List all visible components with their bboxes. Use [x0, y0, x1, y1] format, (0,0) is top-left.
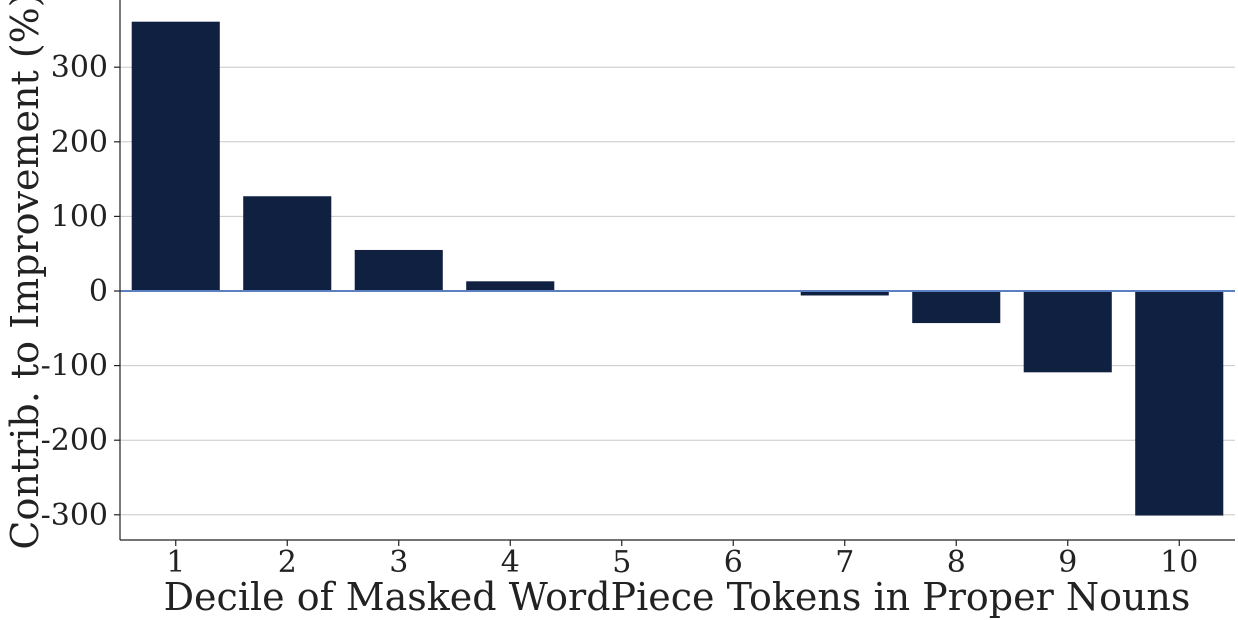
y-tick-label: 0	[89, 274, 108, 309]
y-axis-title: Contrib. to Improvement (%)	[3, 0, 47, 550]
y-ticks: 300 200 100 0 -100 -200 -300	[41, 50, 120, 533]
bar	[243, 196, 332, 291]
y-tick-label: 300	[51, 50, 108, 85]
x-tick-label: 10	[1160, 545, 1198, 580]
y-tick-label: -300	[41, 498, 108, 533]
bar	[354, 249, 443, 291]
x-tick-label: 3	[389, 545, 408, 580]
y-tick-label: -100	[41, 349, 108, 384]
x-tick-label: 9	[1058, 545, 1077, 580]
y-tick-label: -200	[41, 423, 108, 458]
bar	[800, 291, 889, 296]
x-ticks: 1 2 3 4 5 6 7 8 9 10	[166, 540, 1198, 580]
bar	[912, 291, 1001, 324]
bar	[466, 281, 555, 291]
axes	[119, 0, 1235, 541]
x-tick-label: 7	[835, 545, 854, 580]
x-axis-title: Decile of Masked WordPiece Tokens in Pro…	[164, 575, 1191, 619]
bars	[131, 21, 1224, 516]
x-tick-label: 5	[612, 545, 631, 580]
bar	[1135, 291, 1224, 516]
bar	[1023, 291, 1112, 373]
y-tick-label: 100	[51, 199, 108, 234]
x-tick-label: 8	[947, 545, 966, 580]
y-tick-label: 200	[51, 125, 108, 160]
x-tick-label: 6	[724, 545, 743, 580]
x-tick-label: 1	[166, 545, 185, 580]
x-tick-label: 2	[278, 545, 297, 580]
bar	[131, 21, 220, 291]
x-tick-label: 4	[501, 545, 520, 580]
